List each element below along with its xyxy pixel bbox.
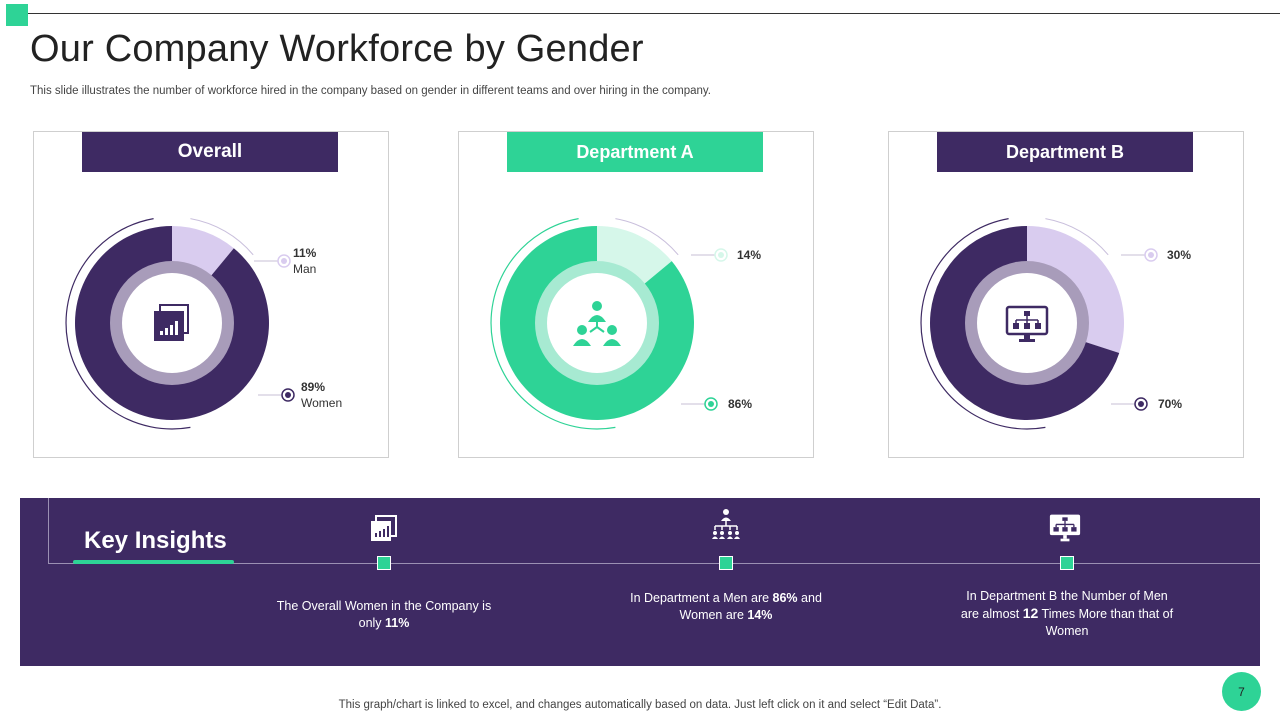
chart-card-overall: Overall 11% Man 89% Women xyxy=(33,131,389,458)
chart-card-department-b: Department B 30% 70% xyxy=(888,131,1244,458)
monitor-org-chart-icon xyxy=(1005,305,1049,342)
chart-report-icon xyxy=(154,304,189,341)
team-hierarchy-icon xyxy=(712,509,740,539)
page-title: Our Company Workforce by Gender xyxy=(30,28,644,70)
leader-dot-1 xyxy=(254,254,291,268)
chart-title-department-a: Department A xyxy=(507,132,763,172)
donut-slice-86pct[interactable] xyxy=(500,226,694,420)
donut-chart-department-b[interactable] xyxy=(889,132,1245,459)
donut-outer-arc-light xyxy=(190,218,254,256)
timeline-node-2 xyxy=(719,556,733,570)
insight-text-2: In Department a Men are 86% and Women ar… xyxy=(630,591,822,622)
leader-dot-1 xyxy=(691,248,728,262)
insight-text-1: The Overall Women in the Company is only… xyxy=(276,599,492,630)
slice-label-man: 11% Man xyxy=(293,246,317,276)
donut-slice-70pct[interactable] xyxy=(930,226,1120,420)
slice-label-86: 86% xyxy=(728,397,753,411)
top-divider xyxy=(28,13,1280,14)
chart-card-department-a: Department A 14% 86% xyxy=(458,131,814,458)
slice-label-14: 14% xyxy=(737,248,762,262)
donut-chart-overall[interactable] xyxy=(34,132,390,459)
chart-title-department-b: Department B xyxy=(937,132,1193,172)
leader-dot-2 xyxy=(258,388,295,402)
donut-slice-30pct[interactable] xyxy=(1027,226,1124,353)
page-number-badge: 7 xyxy=(1222,672,1261,711)
leader-dot-1 xyxy=(1121,248,1158,262)
corner-accent xyxy=(6,4,28,26)
donut-slice-14pct[interactable] xyxy=(597,226,672,285)
timeline-node-3 xyxy=(1060,556,1074,570)
monitor-org-chart-icon xyxy=(1049,514,1081,542)
insights-title-underline xyxy=(73,560,234,564)
slice-label-30: 30% xyxy=(1167,248,1192,262)
donut-chart-department-a[interactable] xyxy=(459,132,815,459)
key-insights-panel: Key Insights The Overall Women in the Co… xyxy=(20,498,1260,666)
donut-slice-89pct[interactable] xyxy=(74,226,269,420)
insight-text-3: In Department B the Number of Men are al… xyxy=(960,589,1174,638)
timeline-node-1 xyxy=(377,556,391,570)
team-hierarchy-icon xyxy=(573,301,621,346)
donut-outer-arc-light xyxy=(615,218,679,256)
leader-dot-2 xyxy=(681,397,718,411)
footer-note: This graph/chart is linked to excel, and… xyxy=(338,699,942,711)
donut-outer-arc xyxy=(490,218,616,430)
slice-label-70: 70% xyxy=(1158,397,1183,411)
insights-title: Key Insights xyxy=(84,527,227,554)
insights-timeline-line xyxy=(48,563,1260,564)
chart-report-icon xyxy=(371,515,397,541)
donut-outer-arc xyxy=(65,218,191,430)
page-subtitle: This slide illustrates the number of wor… xyxy=(30,85,711,97)
donut-outer-arc xyxy=(920,218,1046,430)
insights-vertical-line xyxy=(48,498,49,564)
leader-dot-2 xyxy=(1111,397,1148,411)
donut-outer-arc-light xyxy=(1045,218,1109,256)
chart-title-overall: Overall xyxy=(82,132,338,172)
slice-label-women: 89% Women xyxy=(301,380,343,410)
